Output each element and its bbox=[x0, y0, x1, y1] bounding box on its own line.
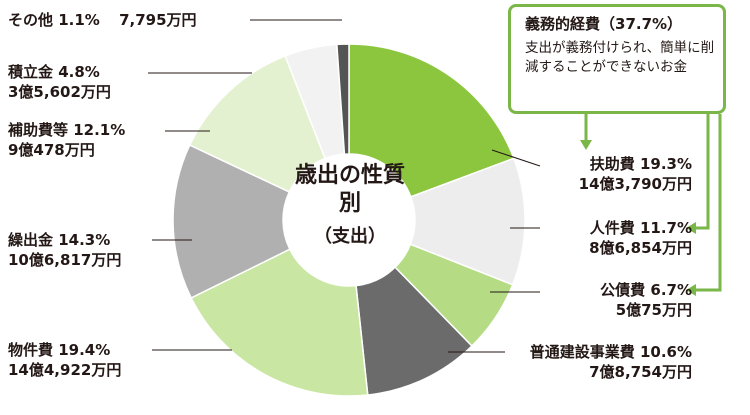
label-kuridashi-amount: 10億6,817万円 bbox=[8, 251, 122, 269]
connector-kosai bbox=[694, 114, 722, 292]
connector-fujo-arrow bbox=[580, 140, 592, 150]
label-bukken-amount: 14億4,922万円 bbox=[8, 361, 122, 379]
label-futsu-amount: 7億8,754万円 bbox=[589, 363, 692, 381]
leader-lines bbox=[148, 19, 541, 353]
label-fujo-name: 扶助費 19.3% bbox=[589, 155, 692, 173]
leader-fujo bbox=[491, 149, 541, 167]
label-jinken-name: 人件費 11.7% bbox=[589, 219, 692, 237]
label-kosai-name: 公債費 6.7% bbox=[600, 281, 692, 299]
label-tsumitate-amount: 3億5,602万円 bbox=[8, 83, 111, 101]
label-hojo: 補助費等 12.1% 9億478万円 bbox=[8, 120, 125, 160]
label-kosai: 公債費 6.7% 5億75万円 bbox=[600, 280, 692, 320]
label-futsu-name: 普通建設事業費 10.6% bbox=[529, 343, 692, 361]
connector-jinken-arrow bbox=[686, 222, 696, 234]
connector-jinken bbox=[694, 114, 710, 230]
label-bukken-name: 物件費 19.4% bbox=[8, 341, 111, 359]
label-hojo-name: 補助費等 12.1% bbox=[8, 121, 126, 139]
connector-kosai-arrow bbox=[686, 284, 696, 296]
donut-hole bbox=[283, 154, 415, 286]
label-sonota: その他 1.1% 7,795万円 bbox=[8, 10, 197, 30]
label-hojo-amount: 9億478万円 bbox=[8, 141, 95, 159]
label-futsu: 普通建設事業費 10.6% 7億8,754万円 bbox=[530, 342, 692, 382]
label-tsumitate: 積立金 4.8% 3億5,602万円 bbox=[8, 62, 111, 102]
label-jinken: 人件費 11.7% 8億6,854万円 bbox=[589, 218, 692, 258]
donut-slices bbox=[172, 43, 526, 397]
obligatory-connectors bbox=[580, 114, 722, 296]
label-kuridashi-name: 繰出金 14.3% bbox=[8, 231, 111, 249]
callout-description: 支出が義務付けられ、簡単に削減することができないお金 bbox=[525, 40, 715, 75]
label-fujo-amount: 14億3,790万円 bbox=[578, 175, 692, 193]
label-kosai-amount: 5億75万円 bbox=[615, 301, 692, 319]
label-sonota-amount: 7,795万円 bbox=[119, 11, 197, 29]
callout-title: 義務的経費（37.7%） bbox=[525, 15, 683, 33]
label-sonota-name: その他 1.1% bbox=[8, 11, 100, 29]
chart-center-title: 歳出の性質別 bbox=[294, 163, 405, 216]
label-bukken: 物件費 19.4% 14億4,922万円 bbox=[8, 340, 121, 380]
chart-center-subtitle: （支出） bbox=[314, 226, 386, 247]
label-kuridashi: 繰出金 14.3% 10億6,817万円 bbox=[8, 230, 121, 270]
obligatory-expense-callout: 義務的経費（37.7%） 支出が義務付けられ、簡単に削減することができないお金 bbox=[508, 4, 726, 114]
label-tsumitate-name: 積立金 4.8% bbox=[8, 63, 100, 81]
label-fujo: 扶助費 19.3% 14億3,790万円 bbox=[579, 154, 692, 194]
label-jinken-amount: 8億6,854万円 bbox=[589, 239, 692, 257]
